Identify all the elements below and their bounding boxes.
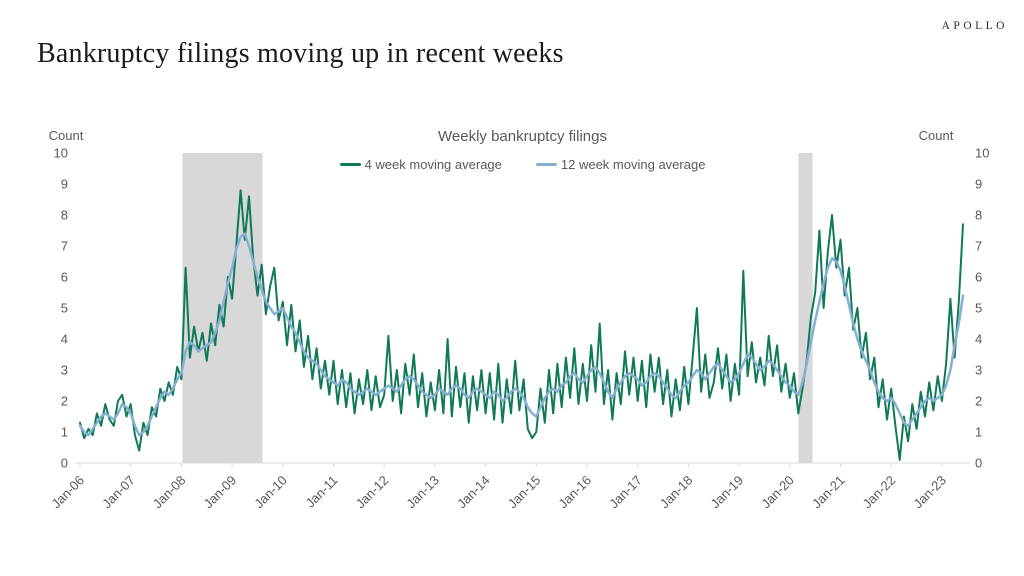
y-axis-tick-label-left: 10	[54, 146, 68, 161]
y-axis-tick-label-right: 5	[975, 301, 982, 316]
x-axis-tick-label: Jan-19	[708, 473, 747, 512]
y-axis-tick-label-right: 10	[975, 146, 989, 161]
chart-title: Weekly bankruptcy filings	[438, 128, 607, 145]
x-axis-tick-label: Jan-20	[758, 473, 797, 512]
x-axis-tick-label: Jan-11	[303, 473, 341, 511]
y-axis-tick-label-left: 8	[61, 208, 68, 223]
y-axis-tick-label-right: 1	[975, 425, 982, 440]
x-axis-tick-label: Jan-09	[201, 473, 240, 512]
y-axis-tick-label-right: 8	[975, 208, 982, 223]
legend-swatch-4-week-icon	[339, 163, 361, 166]
y-axis-tick-label-right: 4	[975, 332, 982, 347]
x-axis-tick-label: Jan-13	[403, 473, 442, 512]
x-axis-tick-label: Jan-18	[657, 473, 696, 512]
y-axis-tick-label-left: 3	[61, 363, 68, 378]
x-axis-tick-label: Jan-21	[809, 473, 848, 512]
x-axis-tick-label: Jan-10	[251, 473, 290, 512]
x-axis-tick-label: Jan-08	[150, 473, 189, 512]
legend-item-4-week-ma: 4 week moving average	[339, 157, 502, 172]
legend-label-4-week: 4 week moving average	[364, 157, 502, 172]
y-axis-tick-label-left: 7	[61, 239, 68, 254]
x-axis-tick-label: Jan-16	[555, 473, 594, 512]
x-axis-tick-label: Jan-14	[454, 473, 493, 512]
legend-label-12-week: 12 week moving average	[560, 157, 706, 172]
x-axis-tick-label: Jan-17	[606, 473, 645, 512]
y-axis-tick-label-right: 6	[975, 270, 982, 285]
x-axis-tick-label: Jan-12	[353, 473, 392, 512]
y-axis-tick-label-left: 0	[61, 456, 68, 471]
x-axis-tick-label: Jan-06	[48, 473, 87, 512]
legend-item-12-week-ma: 12 week moving average	[535, 157, 706, 172]
y-axis-title-left: Count	[48, 128, 84, 143]
x-axis-tick-label: Jan-07	[99, 473, 138, 512]
recession-band	[798, 153, 813, 463]
series-line-12-week	[78, 232, 965, 437]
y-axis-tick-label-left: 5	[61, 301, 68, 316]
legend-swatch-12-week-icon	[535, 163, 557, 166]
y-axis-tick-label-right: 9	[975, 177, 982, 192]
x-axis-tick-label: Jan-15	[505, 473, 544, 512]
y-axis-tick-label-left: 6	[61, 270, 68, 285]
x-axis-tick-label: Jan-23	[910, 473, 949, 512]
y-axis-tick-label-left: 2	[61, 394, 68, 409]
y-axis-tick-label-right: 0	[975, 456, 982, 471]
y-axis-tick-label-left: 9	[61, 177, 68, 192]
apollo-logo: APOLLO	[941, 20, 1008, 32]
page-title: Bankruptcy filings moving up in recent w…	[37, 38, 564, 69]
chart-legend: 4 week moving average 12 week moving ave…	[75, 157, 970, 172]
y-axis-tick-label-left: 4	[61, 332, 68, 347]
y-axis-title-right: Count	[918, 128, 954, 143]
y-axis-tick-label-right: 7	[975, 239, 982, 254]
y-axis-tick-label-right: 3	[975, 363, 982, 378]
x-axis-tick-label: Jan-22	[860, 473, 899, 512]
y-axis-tick-label-left: 1	[61, 425, 68, 440]
y-axis-tick-label-right: 2	[975, 394, 982, 409]
